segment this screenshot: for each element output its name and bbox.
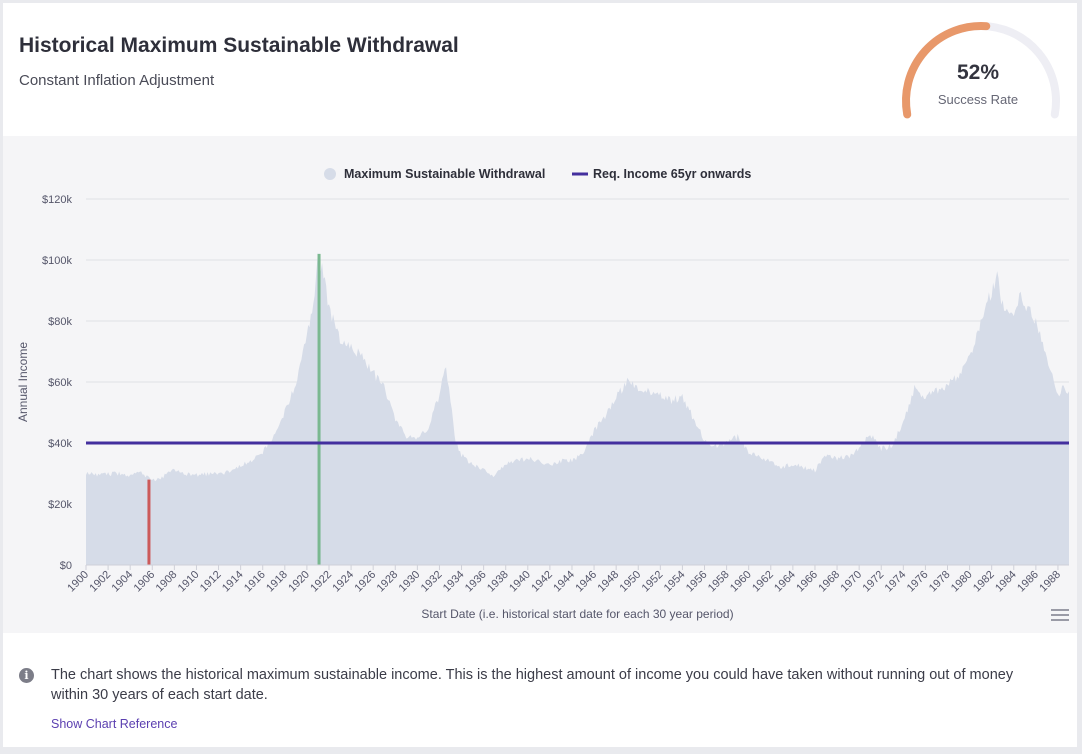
x-tick-label: 1952 [640,569,666,595]
x-tick-label: 1924 [330,569,356,595]
x-tick-label: 1976 [905,569,931,595]
x-tick-label: 1958 [706,569,732,595]
success-rate-gauge: 52% Success Rate [893,13,1073,123]
x-tick-label: 1932 [419,569,445,595]
chart-area: $0 $20k $40k $60k $80k $100k $120k 1900 1902 1904… [3,136,1077,633]
x-tick-label: 1928 [375,569,401,595]
x-tick-label: 1972 [861,569,887,595]
withdrawal-chart: $0 $20k $40k $60k $80k $100k $120k 190019021904… [16,167,1069,621]
x-tick-label: 1912 [198,569,224,595]
x-tick-label: 1940 [507,569,533,595]
legend-label-required[interactable]: Req. Income 65yr onwards [593,167,751,181]
x-tick-label: 1926 [352,569,378,595]
x-tick-label: 1956 [684,569,710,595]
legend-marker-withdrawal[interactable] [324,168,336,180]
x-tick-label: 1966 [794,569,820,595]
legend-label-withdrawal[interactable]: Maximum Sustainable Withdrawal [344,167,545,181]
x-tick-label: 1942 [529,569,555,595]
x-tick-label: 1954 [662,569,688,595]
chart-menu-icon[interactable] [1051,609,1069,623]
info-section: i The chart shows the historical maximum… [3,633,1077,747]
y-tick-label: $20k [48,499,72,511]
x-tick-label: 1946 [573,569,599,595]
x-tick-label: 1938 [485,569,511,595]
x-tick-label: 1970 [838,569,864,595]
y-axis-title: Annual Income [16,342,30,422]
success-rate-label: Success Rate [937,92,1019,107]
x-tick-label: 1948 [595,569,621,595]
x-tick-label: 1910 [176,569,202,595]
x-tick-label: 1960 [728,569,754,595]
x-tick-label: 1916 [242,569,268,595]
x-tick-label: 1964 [772,569,798,595]
x-tick-label: 1980 [949,569,975,595]
show-chart-reference-link[interactable]: Show Chart Reference [51,717,178,731]
x-tick-label: 1902 [87,569,113,595]
page-subtitle: Constant Inflation Adjustment [19,72,215,89]
x-tick-label: 1968 [816,569,842,595]
x-tick-label: 1984 [993,569,1019,595]
withdrawal-area [86,252,1069,565]
y-tick-label: $80k [48,316,72,328]
gauge-fill [902,22,991,119]
x-tick-label: 1988 [1037,569,1063,595]
x-tick-label: 1950 [618,569,644,595]
x-tick-label: 1962 [750,569,776,595]
x-tick-label: 1900 [65,569,91,595]
x-axis-title: Start Date (i.e. historical start date f… [421,607,733,621]
x-tick-label: 1908 [154,569,180,595]
x-tick-label: 1918 [264,569,290,595]
info-text: The chart shows the historical maximum s… [51,667,1014,703]
y-tick-label: $40k [48,438,72,450]
y-tick-label: $0 [60,560,72,572]
x-tick-label: 1934 [441,569,467,595]
x-tick-label: 1978 [927,569,953,595]
x-tick-label: 1914 [220,569,246,595]
y-tick-label: $120k [42,194,72,206]
y-tick-label: $100k [42,255,72,267]
x-tick-label: 1986 [1015,569,1041,595]
page-title: Historical Maximum Sustainable Withdrawa… [19,34,459,57]
gauge-svg [902,22,1060,119]
x-tick-label: 1904 [110,569,136,595]
x-tick-label: 1982 [971,569,997,595]
y-tick-label: $60k [48,377,72,389]
x-tick-label: 1920 [286,569,312,595]
x-tick-label: 1922 [308,569,334,595]
x-tick-label: 1906 [132,569,158,595]
info-icon: i [19,668,34,683]
card-header: Historical Maximum Sustainable Withdrawa… [3,3,1077,135]
success-rate-value: 52% [956,61,1000,84]
x-tick-label: 1936 [463,569,489,595]
x-tick-label: 1930 [397,569,423,595]
x-tick-label: 1974 [883,569,909,595]
x-tick-label: 1944 [551,569,577,595]
